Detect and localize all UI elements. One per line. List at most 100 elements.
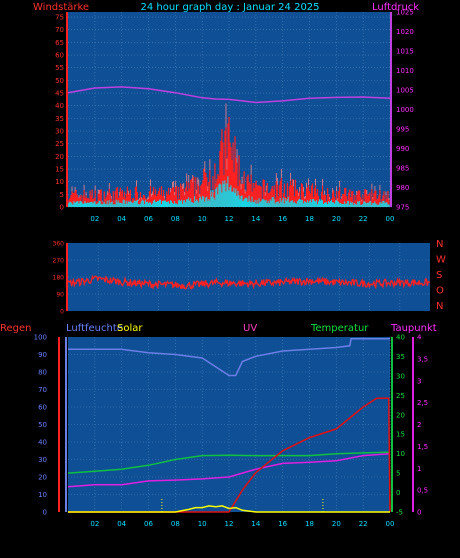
wind-direction-line xyxy=(67,274,431,291)
bottom-x-tick: 00 xyxy=(386,520,395,528)
rain-line xyxy=(68,397,391,513)
rain-ticks: 4 3,5 3 2,5 2 1,5 1 0,5 0 xyxy=(417,334,428,517)
top-x-tick: 16 xyxy=(278,215,287,223)
bottom-x-ticks: 02 04 06 08 10 12 14 16 18 20 22 00 xyxy=(90,520,394,528)
windstaerke-tick: 0 xyxy=(60,204,64,212)
luftdruck-tick: 1025 xyxy=(396,9,414,17)
top-x-tick: 08 xyxy=(171,215,180,223)
solar-line xyxy=(68,505,390,513)
humidity-tick: 50 xyxy=(38,421,47,429)
windstaerke-tick: 5 xyxy=(60,191,64,199)
windstaerke-tick: 40 xyxy=(55,102,64,110)
humidity-line xyxy=(68,338,390,377)
uv-label: UV xyxy=(243,323,257,334)
windstaerke-tick: 70 xyxy=(55,26,64,34)
temperatur-label: Temperatur xyxy=(310,323,369,334)
humidity-tick: 80 xyxy=(38,369,47,377)
compass-letter: N xyxy=(436,301,443,312)
windstaerke-tick: 75 xyxy=(55,14,64,22)
humidity-tick: 20 xyxy=(38,474,47,482)
luftdruck-tick: 1010 xyxy=(396,67,414,75)
compass-letter: W xyxy=(436,255,446,266)
luftdruck-tick: 985 xyxy=(396,165,409,173)
regen-label: Regen xyxy=(0,323,32,334)
top-x-ticks: 02 04 06 08 10 12 14 16 18 20 22 00 xyxy=(90,215,394,223)
compass-letter: O xyxy=(436,286,444,297)
bottom-marks xyxy=(67,338,391,513)
windstaerke-tick: 15 xyxy=(55,166,64,174)
rain-tick: 3,5 xyxy=(417,355,428,363)
bottom-x-tick: 12 xyxy=(225,520,234,528)
direction-tick: 270 xyxy=(53,258,65,265)
temperature-tick: 30 xyxy=(396,372,405,380)
windstaerke-tick: 30 xyxy=(55,128,64,136)
rain-tick: 1,5 xyxy=(417,443,428,451)
humidity-tick: 90 xyxy=(38,351,47,359)
windstaerke-tick: 20 xyxy=(55,153,64,161)
chart-title: 24 hour graph day : Januar 24 2025 xyxy=(140,2,319,13)
luftdruck-label: Luftdruck xyxy=(372,2,419,13)
direction-tick: 0 xyxy=(60,309,64,316)
humidity-tick: 10 xyxy=(38,491,47,499)
temperature-tick: -5 xyxy=(396,509,403,517)
windstaerke-tick: 50 xyxy=(55,77,64,85)
top-x-tick: 22 xyxy=(359,215,368,223)
luftdruck-tick: 1000 xyxy=(396,106,414,114)
luftdruck-tick: 1015 xyxy=(396,48,414,56)
windstaerke-tick: 45 xyxy=(55,90,64,98)
humidity-tick: 0 xyxy=(43,509,47,517)
windstaerke-label: Windstärke xyxy=(33,2,89,13)
rain-tick: 1 xyxy=(417,465,421,473)
bottom-x-tick: 14 xyxy=(251,520,260,528)
windstaerke-tick: 25 xyxy=(55,140,64,148)
temperature-line xyxy=(67,451,391,474)
top-x-tick: 06 xyxy=(144,215,153,223)
temperature-tick: 20 xyxy=(396,411,405,419)
bottom-x-tick: 10 xyxy=(198,520,207,528)
solar-label: Solar xyxy=(117,323,143,334)
top-x-tick: 00 xyxy=(386,215,395,223)
windstaerke-tick: 55 xyxy=(55,64,64,72)
humidity-tick: 100 xyxy=(34,334,47,342)
rain-tick: 3 xyxy=(417,377,421,385)
top-x-tick: 02 xyxy=(90,215,99,223)
bottom-x-tick: 02 xyxy=(90,520,99,528)
temperature-tick: 15 xyxy=(396,431,405,439)
top-x-tick: 18 xyxy=(305,215,314,223)
luftdruck-tick: 975 xyxy=(396,204,409,212)
top-x-tick: 12 xyxy=(225,215,234,223)
bottom-x-tick: 08 xyxy=(171,520,180,528)
temperature-ticks: 40 35 30 25 20 15 10 5 0 -5 xyxy=(396,334,405,517)
temperature-tick: 35 xyxy=(396,353,405,361)
luftdruck-tick: 980 xyxy=(396,184,409,192)
direction-tick: 180 xyxy=(53,275,65,282)
windstaerke-tick: 10 xyxy=(55,178,64,186)
windstaerke-tick: 60 xyxy=(55,52,64,60)
windstaerke-tick: 65 xyxy=(55,39,64,47)
rain-tick: 4 xyxy=(417,334,422,342)
bottom-x-tick: 16 xyxy=(278,520,287,528)
bottom-x-tick: 18 xyxy=(305,520,314,528)
rain-tick: 2,5 xyxy=(417,399,428,407)
luftfeuchte-label: Luftfeuchte xyxy=(66,323,123,334)
top-x-tick: 04 xyxy=(117,215,126,223)
luftdruck-tick: 1005 xyxy=(396,87,414,95)
bottom-x-tick: 04 xyxy=(117,520,126,528)
bottom-x-tick: 06 xyxy=(144,520,153,528)
bottom-grid xyxy=(68,337,391,512)
compass-letter: N xyxy=(436,239,443,250)
humidity-tick: 60 xyxy=(38,404,47,412)
direction-tick: 360 xyxy=(53,241,65,248)
temperature-tick: 10 xyxy=(396,450,405,458)
rain-tick: 0,5 xyxy=(417,487,428,495)
temperature-tick: 5 xyxy=(396,470,400,478)
humidity-tick: 40 xyxy=(38,439,47,447)
luftdruck-tick: 995 xyxy=(396,126,409,134)
dewpoint-line xyxy=(67,452,391,488)
temperature-tick: 25 xyxy=(396,392,405,400)
windstaerke-tick: 35 xyxy=(55,115,64,123)
